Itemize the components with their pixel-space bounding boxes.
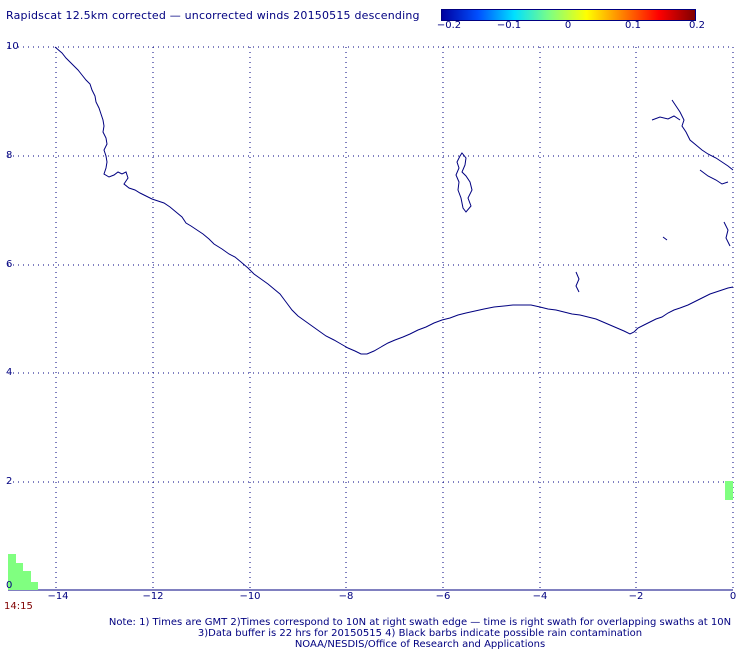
x-tick-label: −14 (47, 591, 69, 602)
colorbar-tick-label: 0 (564, 20, 572, 31)
coastline-west-africa (54, 46, 734, 355)
y-tick-label: 6 (6, 259, 13, 270)
coastline-lagoon (575, 271, 580, 293)
note-line-2: 3)Data buffer is 22 hrs for 20150515 4) … (197, 628, 643, 639)
x-tick-label: −2 (628, 591, 644, 602)
coastline-islet (662, 236, 668, 241)
y-tick-label: 0 (6, 580, 13, 591)
x-tick-label: −6 (435, 591, 451, 602)
colorbar (441, 9, 696, 21)
colorbar-tick-label: 0.1 (625, 20, 641, 31)
grid-lines (8, 46, 734, 590)
x-tick-label: −12 (142, 591, 164, 602)
y-tick-label: 2 (6, 476, 13, 487)
y-tick-label: 4 (6, 367, 13, 378)
note-line-3: NOAA/NESDIS/Office of Research and Appli… (294, 639, 546, 650)
time-label: 14:15 (4, 601, 33, 612)
x-tick-label: −10 (239, 591, 261, 602)
coastline (54, 46, 734, 355)
wind-swath-data (8, 481, 733, 590)
y-tick-label: 8 (6, 150, 13, 161)
coastline-east-edge (723, 221, 731, 247)
colorbar-tick-label: −0.1 (496, 20, 522, 31)
coastline-northeast-inlet (651, 115, 681, 121)
x-tick-label: 0 (729, 591, 737, 602)
colorbar-tick-label: 0.2 (689, 20, 705, 31)
coastline-northeast (671, 99, 734, 171)
swath-bar (8, 554, 16, 590)
x-tick-label: −4 (532, 591, 548, 602)
y-tick-label: 10 (6, 41, 19, 52)
x-tick-label: −8 (338, 591, 354, 602)
coastline-lake-east (699, 169, 729, 185)
swath-bar (23, 571, 31, 590)
note-line-1: Note: 1) Times are GMT 2)Times correspon… (108, 617, 732, 628)
swath-bar (16, 563, 23, 590)
swath-bar (31, 582, 38, 590)
coastline-lake-volta (455, 152, 473, 213)
colorbar-tick-label: −0.2 (436, 20, 462, 31)
map-title: Rapidscat 12.5km corrected — uncorrected… (6, 9, 420, 22)
swath-bar (725, 481, 733, 500)
